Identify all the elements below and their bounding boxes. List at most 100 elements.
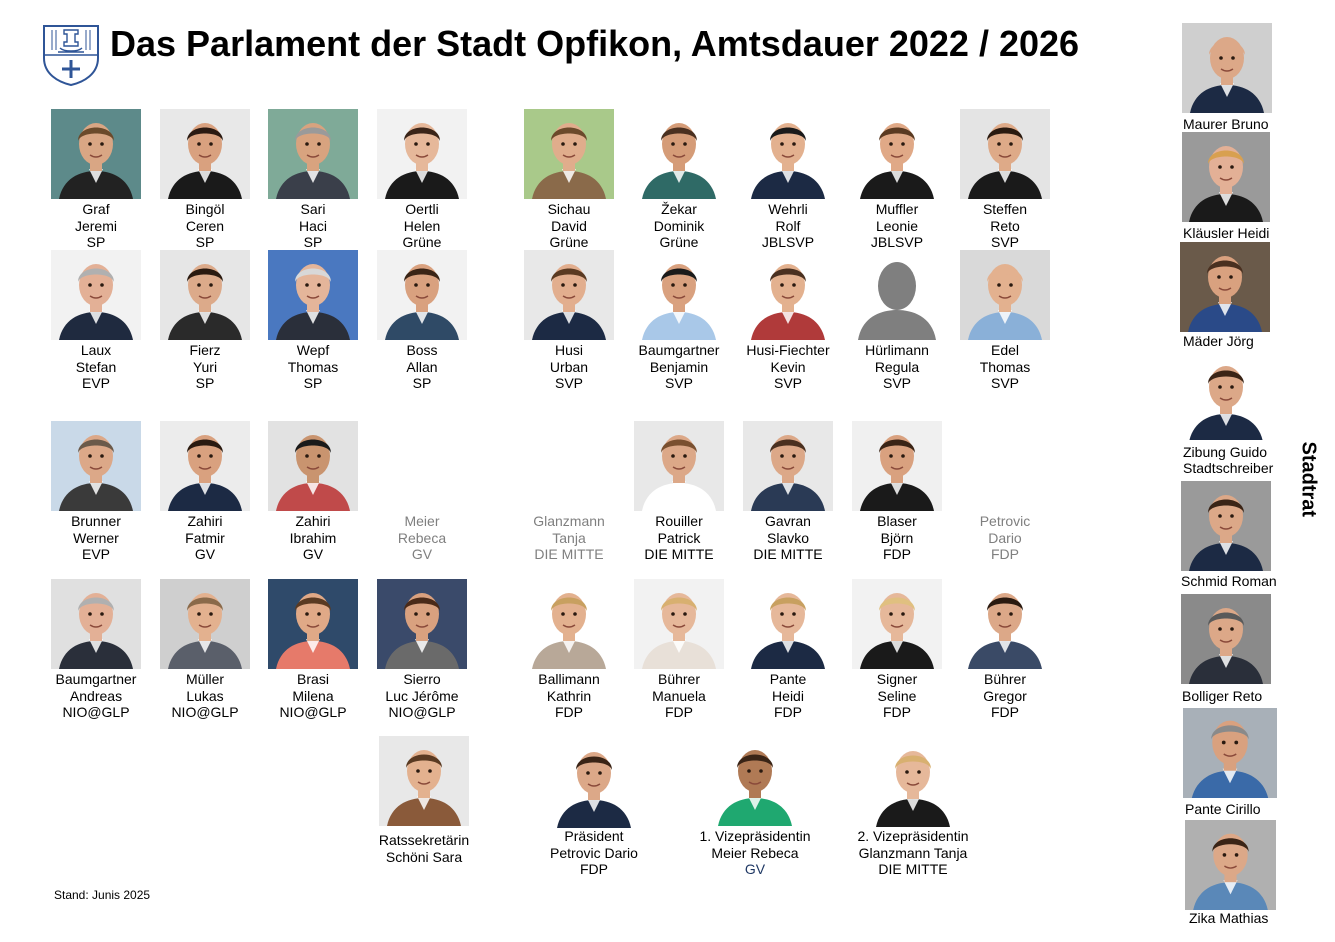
member-party: Grüne	[402, 234, 442, 250]
member-party: Grüne	[659, 234, 699, 250]
member-last-name: Husi	[554, 342, 583, 358]
member-party: NIO@GLP	[388, 704, 456, 720]
stadtrat-name: Schmid Roman	[1181, 573, 1277, 589]
member-last-name: Edel	[990, 342, 1020, 358]
member-last-name: Sari	[300, 201, 326, 217]
member-first-name: Regula	[874, 358, 920, 375]
member-label: 1. Vizepräsidentin Meier Rebeca GV	[690, 828, 820, 878]
member-last-name: Bingöl	[185, 201, 225, 217]
member-party: SP	[412, 375, 432, 391]
member-party: GV	[302, 546, 324, 562]
member-party: JBLSVP	[870, 234, 924, 250]
member-first-name: Dario	[988, 529, 1022, 546]
member-party: SVP	[990, 234, 1019, 250]
member-first-name: Gregor	[983, 687, 1027, 704]
member-label: Laux Stefan EVP	[31, 342, 161, 392]
member-party: NIO@GLP	[279, 704, 347, 720]
member-party: JBLSVP	[761, 234, 815, 250]
member-portrait	[160, 250, 250, 340]
member-label: Ratssekretärin Schöni Sara	[359, 832, 489, 865]
member-party: EVP	[81, 546, 110, 562]
member-portrait	[852, 109, 942, 199]
member-portrait	[160, 579, 250, 669]
member-last-name: Steffen	[982, 201, 1028, 217]
member-first-name: Thomas	[287, 358, 339, 375]
member-label: Oertli Helen Grüne	[357, 201, 487, 251]
member-first-name: Helen	[403, 217, 441, 234]
member-party: FDP	[991, 704, 1019, 720]
member-first-name: Patrick	[657, 529, 701, 546]
member-label: Sari Haci SP	[248, 201, 378, 251]
member-label: Petrovic Dario FDP	[940, 513, 1070, 563]
member-party: SVP	[990, 375, 1019, 391]
member-portrait	[51, 109, 141, 199]
member-last-name: Meier	[404, 513, 440, 529]
member-last-name: Brunner	[71, 513, 121, 529]
member-first-name: Andreas	[69, 687, 123, 704]
member-party: SVP	[664, 375, 693, 391]
member-portrait	[160, 109, 250, 199]
member-party: DIE MITTE	[534, 546, 604, 562]
member-portrait	[160, 421, 250, 511]
member-portrait	[960, 250, 1050, 340]
member-last-name: Husi-Fiechter	[746, 342, 830, 358]
member-label: Bührer Manuela FDP	[614, 671, 744, 721]
member-party: SVP	[554, 375, 583, 391]
member-first-name: Rebeca	[397, 529, 447, 546]
member-party: DIE MITTE	[753, 546, 823, 562]
member-portrait	[268, 579, 358, 669]
member-last-name: Müller	[185, 671, 225, 687]
member-portrait	[852, 579, 942, 669]
member-party: FDP	[883, 546, 911, 562]
member-party: FDP	[555, 704, 583, 720]
stadtrat-portrait	[1182, 23, 1272, 113]
member-last-name: Glanzmann	[533, 513, 605, 529]
member-label: Fierz Yuri SP	[140, 342, 270, 392]
official-name: Petrovic Dario	[550, 844, 638, 861]
stadtrat-portrait	[1181, 354, 1271, 440]
member-party: SP	[195, 234, 215, 250]
member-label: Boss Allan SP	[357, 342, 487, 392]
member-first-name: Seline	[877, 687, 917, 704]
member-portrait	[960, 109, 1050, 199]
page-title: Das Parlament der Stadt Opfikon, Amtsdau…	[110, 23, 1080, 64]
official-party: GV	[744, 861, 766, 877]
member-last-name: Petrovic	[979, 513, 1031, 529]
member-last-name: Bührer	[657, 671, 701, 687]
member-party: EVP	[81, 375, 110, 391]
member-label: Sichau David Grüne	[504, 201, 634, 251]
member-last-name: Pante	[769, 671, 807, 687]
member-label: Glanzmann Tanja DIE MITTE	[504, 513, 634, 563]
member-party: SP	[303, 234, 323, 250]
member-portrait	[743, 250, 833, 340]
member-first-name: Luc Jérôme	[385, 687, 459, 704]
stadtrat-portrait	[1185, 820, 1276, 910]
member-portrait	[852, 421, 942, 511]
member-last-name: Muffler	[875, 201, 919, 217]
member-label: Wehrli Rolf JBLSVP	[723, 201, 853, 251]
member-portrait	[634, 250, 724, 340]
member-portrait	[377, 109, 467, 199]
member-last-name: Rouiller	[655, 513, 703, 529]
member-first-name: Milena	[292, 687, 334, 704]
member-label: Bührer Gregor FDP	[940, 671, 1070, 721]
member-last-name: Boss	[406, 342, 438, 358]
member-first-name: Werner	[73, 529, 119, 546]
official-role: 2. Vizepräsidentin	[857, 828, 969, 844]
member-label: Edel Thomas SVP	[940, 342, 1070, 392]
member-last-name: Oertli	[405, 201, 439, 217]
official-name: Meier Rebeca	[711, 844, 799, 861]
stadtrat-role: Stadtschreiber	[1183, 460, 1274, 476]
stadtrat-name: Mäder Jörg	[1183, 333, 1254, 349]
member-first-name: Manuela	[652, 687, 706, 704]
member-party: SP	[303, 375, 323, 391]
official-name: Glanzmann Tanja	[858, 844, 968, 861]
member-label: Baumgartner Andreas NIO@GLP	[31, 671, 161, 721]
member-label: Ballimann Kathrin FDP	[504, 671, 634, 721]
member-portrait	[524, 250, 614, 340]
stadtrat-portrait	[1182, 132, 1270, 222]
member-portrait	[960, 579, 1050, 669]
member-last-name: Žekar	[661, 201, 697, 217]
member-portrait	[51, 579, 141, 669]
member-label: Wepf Thomas SP	[248, 342, 378, 392]
